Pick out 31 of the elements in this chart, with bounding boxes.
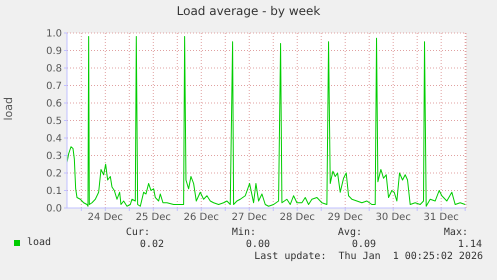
y-tick-label: 0.6	[46, 98, 62, 110]
y-tick-label: 0.9	[46, 46, 62, 58]
y-tick-label: 0.7	[46, 81, 62, 92]
y-tick-label: 1.0	[46, 28, 62, 40]
y-tick-label: 0.0	[46, 204, 62, 215]
x-tick-label: 27 Dec	[232, 212, 267, 224]
y-tick-label: 0.1	[46, 186, 62, 198]
text: 0.02	[138, 239, 164, 250]
text: 0.09	[350, 239, 376, 250]
chart-title: Load average - by week	[176, 4, 322, 18]
x-tick-label: 31 Dec	[424, 212, 459, 224]
text: Min:	[230, 227, 256, 238]
y-tick-label: 0.2	[46, 168, 62, 180]
x-tick-label: 30 Dec	[376, 212, 411, 224]
x-tick-label: 29 Dec	[328, 212, 363, 224]
y-tick-label: 0.3	[46, 151, 62, 162]
y-tick-label: 0.4	[46, 134, 62, 145]
text: 0.00	[244, 239, 270, 250]
text: 1.14	[456, 239, 482, 250]
x-tick-label: 24 Dec	[88, 212, 123, 224]
y-axis-title: load	[2, 96, 15, 120]
text: Last update: Thu Jan 1 00:25:02 2026	[254, 251, 483, 262]
text: Cur:	[124, 227, 150, 238]
y-tick-label: 0.8	[46, 64, 62, 75]
legend-label: load	[27, 237, 52, 248]
text: Max:	[442, 227, 468, 238]
y-tick-label: 0.5	[46, 116, 62, 128]
x-tick-label: 25 Dec	[136, 212, 171, 224]
x-tick-label: 28 Dec	[280, 212, 315, 224]
x-tick-label: 26 Dec	[184, 212, 219, 224]
text: Avg:	[336, 227, 362, 238]
